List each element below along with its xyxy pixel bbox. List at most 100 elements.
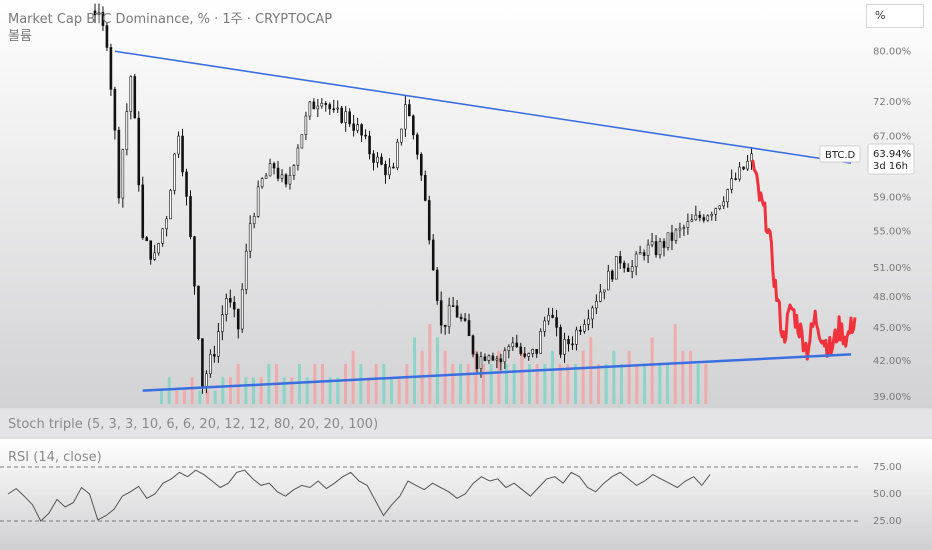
volume-bar — [482, 364, 485, 404]
volume-bar — [581, 350, 585, 404]
volume-bar — [206, 390, 209, 404]
candle-body — [376, 156, 379, 163]
candle-body — [423, 174, 427, 201]
volume-bar — [198, 390, 202, 404]
lower-support-trendline[interactable] — [142, 353, 852, 392]
candle-body — [439, 300, 443, 326]
rsi-tick-label: 75.00 — [873, 462, 902, 473]
volume-legend-label: 볼륨 — [8, 29, 32, 44]
candle-body — [240, 289, 244, 330]
candle-body — [141, 184, 145, 238]
price-candles — [93, 3, 753, 394]
candle-body — [101, 12, 105, 26]
volume-bar — [643, 364, 646, 404]
volume-bar — [367, 377, 370, 404]
candle-body — [380, 156, 383, 165]
volume-bars — [160, 324, 708, 404]
candle-body — [392, 166, 395, 169]
candle-body — [459, 316, 463, 320]
volume-bar — [443, 350, 447, 404]
candle-body — [495, 358, 499, 361]
candle-body — [308, 101, 312, 117]
candle-body — [698, 214, 702, 218]
rsi-indicator-label[interactable]: RSI (14, close) — [8, 450, 102, 465]
volume-bar — [282, 377, 286, 404]
candle-body — [718, 205, 722, 209]
candle-body — [372, 153, 375, 163]
rsi-pane-bg — [0, 439, 932, 550]
candle-body — [595, 301, 598, 309]
candle-body — [499, 358, 503, 363]
candle-body — [706, 215, 710, 221]
volume-bar — [313, 364, 317, 404]
volume-bar — [505, 364, 508, 404]
candle-body — [451, 305, 455, 307]
upper-resistance-trendline[interactable] — [114, 50, 852, 164]
volume-bar — [604, 364, 608, 404]
candle-body — [714, 208, 718, 215]
candle-body — [280, 174, 284, 179]
candle-body — [559, 327, 562, 355]
volume-bar — [390, 377, 393, 404]
stoch-indicator-label[interactable]: Stoch triple (5, 3, 3, 10, 6, 6, 20, 12,… — [8, 417, 379, 432]
chart-title: Market Cap BTC Dominance, % · 1주 · CRYPT… — [8, 12, 333, 27]
candle-body — [189, 196, 192, 237]
badge-symbol-box — [819, 145, 861, 163]
candle-body — [416, 134, 419, 155]
badge-symbol: BTC.D — [825, 150, 856, 161]
candle-body — [320, 103, 324, 107]
candle-body — [527, 353, 531, 357]
candle-body — [388, 166, 391, 176]
candle-body — [213, 354, 216, 357]
candle-body — [264, 175, 268, 180]
candle-body — [618, 256, 622, 264]
candle-body — [149, 240, 153, 260]
scale-mode-button[interactable]: % — [866, 4, 924, 28]
candle-body — [157, 243, 160, 254]
candle-body — [427, 200, 431, 241]
badge-value: 63.94% — [873, 149, 911, 160]
candle-body — [165, 218, 168, 230]
candle-body — [638, 252, 642, 255]
volume-bar — [489, 364, 493, 404]
candle-body — [268, 163, 272, 177]
candle-body — [209, 354, 212, 375]
candle-body — [455, 305, 459, 318]
candle-body — [404, 104, 407, 130]
candle-body — [348, 111, 351, 125]
volume-bar — [512, 364, 516, 404]
candle-body — [201, 338, 204, 389]
price-tick-label: 67.00% — [873, 132, 911, 143]
candle-body — [113, 88, 117, 131]
candle-body — [710, 214, 714, 217]
price-tick-label: 51.00% — [873, 263, 911, 274]
candle-body — [173, 153, 176, 191]
price-tick-label: 59.00% — [873, 193, 911, 204]
candle-body — [666, 232, 670, 248]
candle-body — [658, 240, 662, 256]
candle-body — [225, 298, 228, 315]
volume-bar — [428, 324, 432, 404]
candle-body — [730, 178, 733, 190]
candle-body — [332, 108, 336, 111]
candle-body — [634, 253, 638, 268]
candle-body — [244, 250, 248, 290]
candle-body — [396, 141, 399, 169]
volume-bar — [474, 350, 478, 404]
candle-body — [296, 147, 300, 166]
volume-bar — [344, 364, 347, 404]
volume-bar — [405, 364, 409, 404]
volume-bar — [328, 377, 332, 404]
candle-body — [575, 329, 578, 345]
volume-bar — [451, 364, 455, 404]
volume-bar — [650, 337, 654, 404]
volume-bar — [221, 377, 225, 404]
candle-body — [121, 149, 125, 199]
volume-bar — [321, 364, 324, 404]
candle-body — [722, 201, 725, 207]
price-axis[interactable]: 80.00%72.00%67.00%63.00%59.00%55.00%51.0… — [873, 46, 911, 403]
volume-bar — [244, 377, 248, 404]
trendlines[interactable] — [114, 50, 852, 392]
